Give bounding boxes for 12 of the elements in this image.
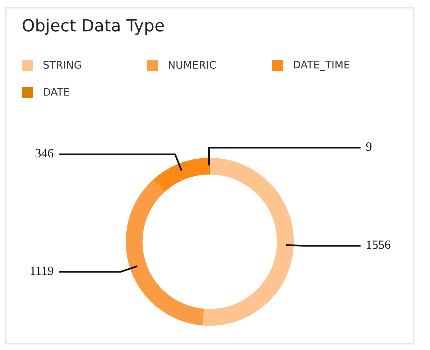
- data-label: 1556: [367, 240, 391, 250]
- data-label: 1119: [31, 266, 54, 276]
- data-label: 346: [36, 149, 54, 158]
- donut-slice: [126, 180, 204, 326]
- donut-slice: [154, 158, 209, 192]
- legend-label: DATE_TIME: [294, 60, 350, 72]
- legend-label: DATE: [44, 88, 70, 96]
- donut-slice: [202, 158, 294, 326]
- legend-label: STRING: [44, 61, 82, 70]
- data-label: 9: [366, 142, 372, 152]
- chart-title: Object Data Type: [22, 18, 164, 36]
- legend-label: NUMERIC: [169, 61, 216, 70]
